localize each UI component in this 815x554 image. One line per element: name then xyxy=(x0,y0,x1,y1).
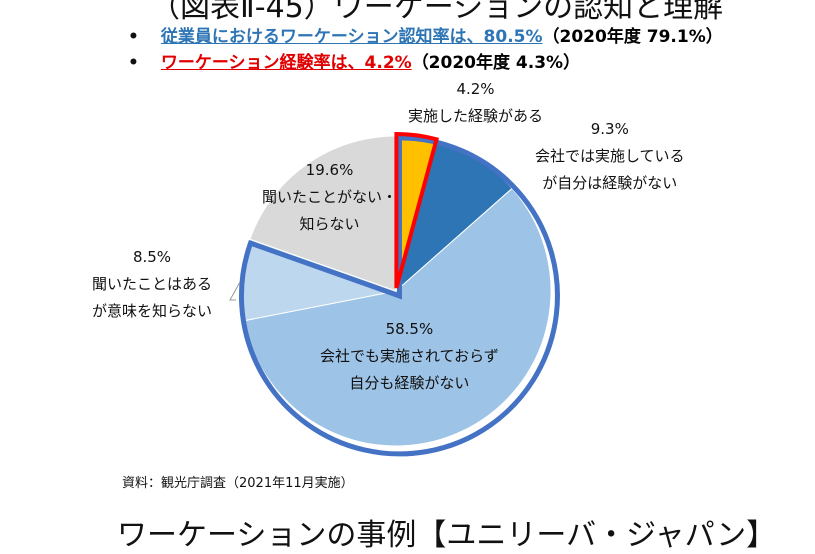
category-label: 実施した経験がある xyxy=(408,107,544,125)
pct-label: 58.5% xyxy=(385,320,434,338)
experience-prev: （2020年度 4.3%） xyxy=(411,53,581,73)
category-label: 知らない xyxy=(299,215,360,233)
awareness-rate: 従業員におけるワーケーション認知率は、80.5% xyxy=(160,27,543,47)
highlight-outline xyxy=(394,132,439,289)
category-label: が自分は経験がない xyxy=(542,174,678,192)
category-label: 会社では実施している xyxy=(535,147,685,165)
category-label: 自分も経験がない xyxy=(349,374,470,392)
label-neither: 58.5% 会社でも実施されておらず 自分も経験がない xyxy=(320,316,499,397)
pct-label: 19.6% xyxy=(305,161,354,179)
leader-line xyxy=(229,281,241,301)
pie-slice xyxy=(249,135,397,292)
bullet-awareness: • 従業員におけるワーケーション認知率は、80.5%（2020年度 79.1%） xyxy=(128,27,723,47)
label-experienced: 4.2% 実施した経験がある xyxy=(408,76,543,130)
label-company-only: 9.3% 会社では実施している が自分は経験がない xyxy=(535,116,685,197)
label-heard-only: 8.5% 聞いたことはある が意味を知らない xyxy=(92,244,212,325)
next-section-title: ワーケーションの事例【ユニリーバ・ジャパン】 xyxy=(117,518,777,553)
label-never-heard: 19.6% 聞いたことがない・ 知らない xyxy=(262,157,397,238)
pie-slice xyxy=(243,187,552,447)
category-label: 会社でも実施されておらず xyxy=(320,347,499,365)
pie-chart xyxy=(229,132,560,457)
category-label: 聞いたことはある xyxy=(92,275,213,293)
pct-label: 9.3% xyxy=(590,120,629,138)
awareness-prev: （2020年度 79.1%） xyxy=(542,27,723,47)
page-title: （図表Ⅱ-45）ワーケーションの認知と理解 xyxy=(150,0,724,25)
highlight-outline xyxy=(238,135,560,457)
bullet-experience: • ワーケーション経験率は、4.2%（2020年度 4.3%） xyxy=(128,53,581,73)
pct-label: 4.2% xyxy=(456,80,495,98)
experience-rate: ワーケーション経験率は、4.2% xyxy=(160,53,412,73)
category-label: が意味を知らない xyxy=(92,302,213,320)
category-label: 聞いたことがない・ xyxy=(262,188,398,206)
source-note: 資料：観光庁調査（2021年11月実施） xyxy=(122,476,354,491)
pct-label: 8.5% xyxy=(132,248,172,266)
